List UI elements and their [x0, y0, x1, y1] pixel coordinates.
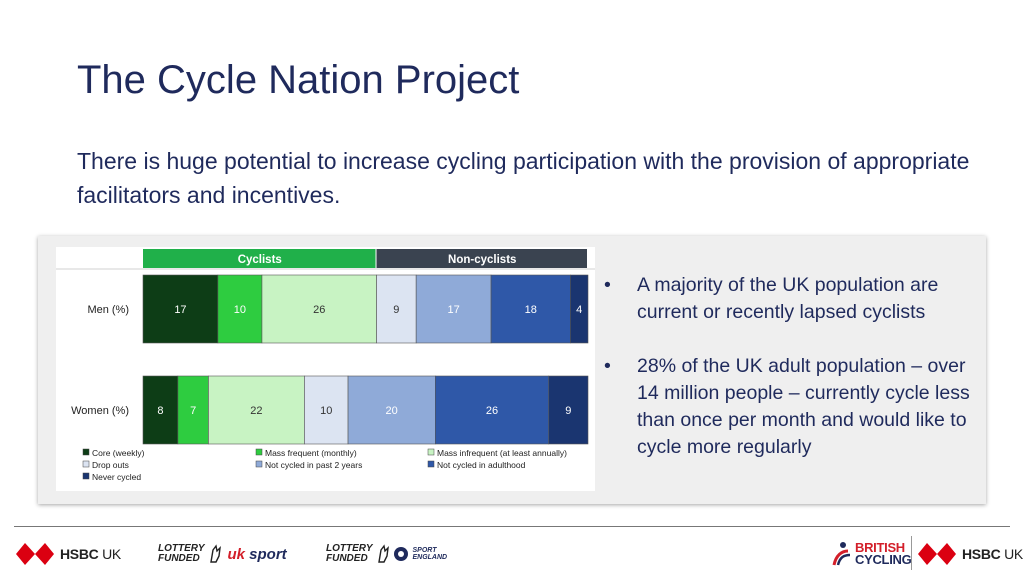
- hsbc-uk-logo-right: HSBC UK: [918, 538, 1023, 570]
- bar-segment: [490, 274, 571, 344]
- logo-divider: [911, 536, 912, 570]
- legend-label: Mass infrequent (at least annually): [437, 448, 567, 458]
- bar-value-label: 8: [157, 405, 163, 417]
- lottery-sport-england-logo: LOTTERY FUNDED SPORT ENGLAND: [326, 538, 447, 570]
- hsbc-suffix: UK: [1000, 546, 1023, 562]
- category-label: Men (%): [87, 304, 129, 316]
- bar-segment: [177, 375, 209, 445]
- hsbc-suffix: UK: [98, 546, 121, 562]
- bar-value-label: 4: [576, 304, 582, 316]
- legend-label: Never cycled: [92, 472, 141, 482]
- uk-sport-uk: uk: [227, 545, 245, 563]
- bullet-dot: •: [604, 274, 611, 296]
- bar-value-label: 10: [320, 405, 332, 417]
- legend-label: Drop outs: [92, 460, 129, 470]
- group-header-label: Non-cyclists: [448, 254, 516, 266]
- legend-label: Mass frequent (monthly): [265, 448, 357, 458]
- hsbc-uk-logo: HSBC UK: [16, 538, 121, 570]
- bullet-text: A majority of the UK population are curr…: [637, 274, 939, 323]
- bar-value-label: 22: [250, 405, 262, 417]
- legend-swatch: [255, 460, 263, 468]
- bar-segment: [217, 274, 263, 344]
- legend-swatch: [82, 472, 90, 480]
- legend-swatch: [255, 448, 263, 456]
- british-cycling-cyclist-icon: [832, 542, 851, 566]
- participation-chart: Cyclists Non-cyclists 17 10 26 9 17 18 4 Men (%) 8…: [56, 247, 595, 491]
- sport-england-emblem-icon: [394, 547, 409, 561]
- british-cycling-line2: CYCLING: [855, 552, 912, 567]
- legend-swatch: [82, 448, 90, 456]
- category-label: Women (%): [71, 405, 129, 417]
- bar-value-label: 9: [393, 304, 399, 316]
- bar-value-label: 7: [190, 405, 196, 417]
- lottery-crossed-fingers-icon: [378, 544, 390, 563]
- bar-value-label: 26: [486, 405, 498, 417]
- bar-value-label: 17: [447, 304, 459, 316]
- bullet-dot: •: [604, 355, 611, 377]
- bar-value-label: 10: [234, 304, 246, 316]
- slide-title: The Cycle Nation Project: [77, 58, 520, 102]
- footer-divider: [14, 526, 1010, 527]
- legend-label: Not cycled in past 2 years: [265, 460, 362, 470]
- lottery-line2: FUNDED: [158, 553, 200, 564]
- bar-segment: [570, 274, 589, 344]
- hsbc-hexagon-icon: [918, 543, 956, 565]
- bar-segment: [304, 375, 349, 445]
- bar-segment: [435, 375, 550, 445]
- bar-segment: [142, 274, 219, 344]
- bar-segment: [261, 274, 377, 344]
- bar-value-label: 26: [313, 304, 325, 316]
- lottery-line1: LOTTERY: [326, 543, 373, 554]
- lottery-line2: FUNDED: [326, 553, 368, 564]
- bar-value-label: 18: [525, 304, 537, 316]
- bar-segment: [208, 375, 305, 445]
- bar-segment: [415, 274, 492, 344]
- bar-segment: [548, 375, 589, 445]
- hsbc-hexagon-icon: [16, 543, 54, 565]
- sport-england-line1: SPORT: [412, 547, 437, 554]
- bullet-item: • 28% of the UK adult population – over …: [604, 353, 974, 461]
- british-cycling-line1: BRITISH: [855, 540, 905, 555]
- lottery-uk-sport-logo: LOTTERY FUNDED uk sport: [158, 538, 287, 570]
- lottery-crossed-fingers-icon: [210, 544, 222, 563]
- bar-value-label: 17: [174, 304, 186, 316]
- group-header-bar: [143, 249, 376, 268]
- bullet-item: • A majority of the UK population are cu…: [604, 272, 974, 326]
- hsbc-brand: HSBC: [962, 546, 1001, 562]
- hsbc-brand: HSBC: [60, 546, 99, 562]
- header-separator: [56, 268, 595, 270]
- chart-svg: Cyclists Non-cyclists 17 10 26 9 17 18 4 Men (%) 8…: [56, 249, 595, 482]
- group-header-label: Cyclists: [238, 254, 282, 266]
- uk-sport-sport: sport: [245, 545, 287, 563]
- slide-subtitle: There is huge potential to increase cycl…: [77, 148, 970, 208]
- legend-swatch: [427, 448, 435, 456]
- bar-value-label: 9: [565, 405, 571, 417]
- legend-label: Not cycled in adulthood: [437, 460, 526, 470]
- legend-label: Core (weekly): [92, 448, 145, 458]
- british-cycling-logo: BRITISH CYCLING: [830, 538, 912, 570]
- legend-swatch: [427, 460, 435, 468]
- legend-swatch: [82, 460, 90, 468]
- group-header-bar: [376, 249, 587, 268]
- lottery-line1: LOTTERY: [158, 543, 205, 554]
- bullet-text: 28% of the UK adult population – over 14…: [637, 355, 970, 458]
- bullet-list: • A majority of the UK population are cu…: [604, 272, 974, 488]
- sport-england-line2: ENGLAND: [412, 554, 448, 561]
- bar-value-label: 20: [386, 405, 398, 417]
